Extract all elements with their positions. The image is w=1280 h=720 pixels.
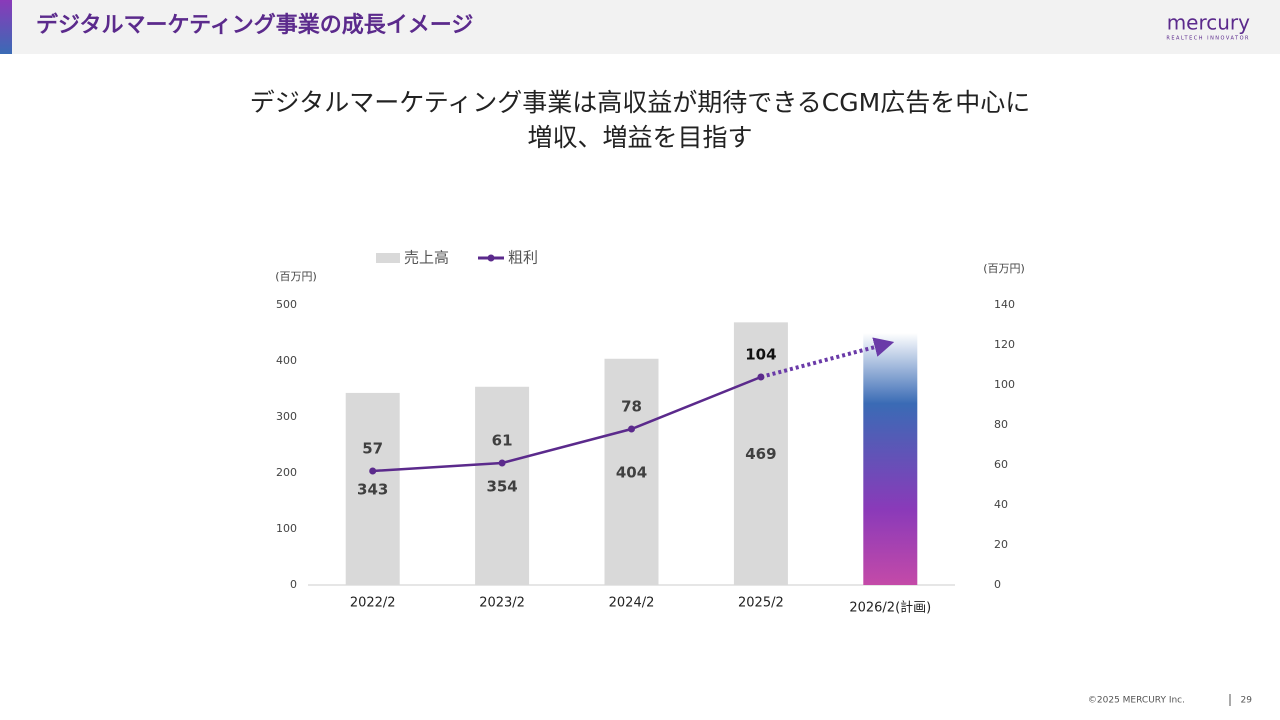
legend-label: 売上高 [404,249,449,267]
page-number: 29 [1241,696,1253,706]
bar [863,333,918,585]
bar [604,358,659,585]
tagline: REALTECH INNOVATOR [1166,36,1250,42]
legend-swatch [487,254,495,262]
line-point [369,467,377,475]
logo: mercury [1167,11,1250,35]
header-bar [0,0,1280,54]
y2-unit: (百万円) [983,262,1025,275]
line-point [498,459,506,467]
y2-tick-label: 0 [994,578,1001,591]
bar-value-label: 343 [357,480,388,498]
y2-tick-label: 140 [994,298,1015,311]
line-value-label: 104 [745,346,776,364]
y2-tick-label: 40 [994,498,1008,511]
header-accent [0,0,12,54]
copyright: ©2025 MERCURY Inc. [1088,696,1185,706]
y-unit: (百万円) [275,270,317,283]
bar [475,386,530,585]
header-title: デジタルマーケティング事業の成長イメージ [36,12,473,38]
line-value-label: 78 [621,398,642,416]
line-point [757,373,765,381]
bar-value-label: 469 [745,445,776,463]
x-tick-label: 2024/2 [609,596,655,611]
y-tick-label: 0 [290,578,297,591]
y-tick-label: 100 [276,522,297,535]
line-value-label: 61 [492,432,513,450]
y2-tick-label: 120 [994,338,1015,351]
headline: 増収、増益を目指す [527,123,752,152]
bar-value-label: 354 [486,477,517,495]
x-tick-label: 2026/2(計画) [849,600,931,616]
y2-tick-label: 100 [994,378,1015,391]
x-tick-label: 2025/2 [738,596,784,611]
bar [733,322,788,585]
bar [345,392,400,585]
bar-value-label: 404 [616,463,647,481]
line-value-label: 57 [362,440,383,458]
y-tick-label: 300 [276,410,297,423]
y2-tick-label: 20 [994,538,1008,551]
forecast-line [760,337,895,379]
headline: デジタルマーケティング事業は高収益が期待できるCGM広告を中心に [250,88,1030,117]
y2-tick-label: 60 [994,458,1008,471]
x-tick-label: 2022/2 [350,596,396,611]
y-tick-label: 400 [276,354,297,367]
x-tick-label: 2023/2 [479,596,525,611]
line-point [628,425,635,433]
y-tick-label: 200 [276,466,297,479]
legend-swatch [376,253,400,263]
y2-tick-label: 80 [994,418,1008,431]
line [372,375,762,473]
legend-label: 粗利 [508,249,538,267]
y-tick-label: 500 [276,298,297,311]
